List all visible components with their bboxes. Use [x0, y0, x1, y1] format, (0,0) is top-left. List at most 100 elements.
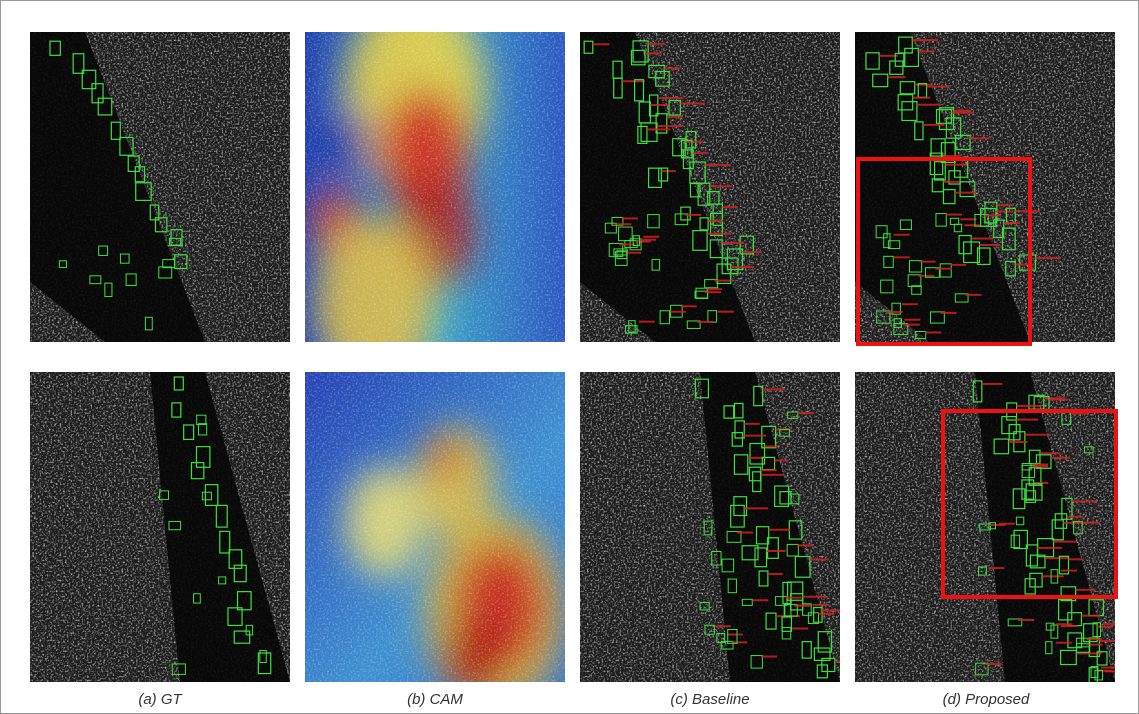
score-mark	[685, 214, 701, 216]
score-mark	[767, 550, 786, 552]
score-mark	[763, 388, 785, 390]
score-mark	[1087, 644, 1103, 646]
score-mark	[786, 597, 802, 599]
score-mark	[742, 435, 765, 437]
score-mark	[1101, 667, 1117, 669]
score-mark	[904, 324, 920, 326]
score-mark	[1017, 405, 1041, 407]
score-mark	[894, 256, 910, 258]
score-mark	[989, 567, 1005, 569]
score-mark	[657, 125, 682, 127]
score-mark	[1025, 434, 1050, 436]
score-mark	[625, 252, 641, 254]
score-mark	[615, 223, 631, 225]
score-mark	[722, 206, 737, 208]
score-mark	[622, 217, 638, 219]
score-mark	[1061, 625, 1077, 627]
score-mark	[1016, 419, 1038, 421]
score-mark	[1076, 589, 1095, 591]
score-mark	[1056, 623, 1072, 625]
score-mark	[1081, 615, 1100, 617]
score-mark	[798, 412, 814, 414]
score-mark	[1032, 465, 1048, 467]
score-mark	[737, 532, 753, 534]
score-mark	[640, 239, 656, 241]
score-mark	[1018, 619, 1034, 621]
score-mark	[918, 50, 934, 52]
score-mark	[658, 97, 684, 99]
score-mark	[918, 275, 934, 277]
score-mark	[697, 321, 713, 323]
score-mark	[708, 220, 723, 222]
score-mark	[670, 311, 686, 313]
score-mark	[1072, 500, 1097, 502]
score-mark	[742, 251, 761, 253]
score-mark	[813, 604, 829, 606]
score-mark	[707, 233, 731, 235]
score-mark	[718, 311, 734, 313]
score-mark	[650, 104, 668, 106]
score-mark	[810, 558, 828, 560]
score-mark	[894, 234, 910, 236]
score-mark	[946, 214, 962, 216]
score-mark	[955, 192, 976, 194]
score-mark	[1086, 638, 1102, 640]
score-mark	[769, 529, 791, 531]
score-mark	[593, 43, 610, 45]
image-panel	[30, 372, 290, 682]
caption: (d) Proposed	[943, 691, 1030, 708]
score-mark	[887, 311, 903, 313]
image-panel	[855, 32, 1115, 342]
score-mark	[744, 423, 760, 425]
score-mark	[986, 663, 1002, 665]
score-mark	[982, 383, 1003, 385]
score-mark	[923, 124, 945, 126]
score-mark	[765, 445, 779, 447]
score-mark	[705, 164, 731, 166]
score-mark	[1097, 626, 1113, 628]
score-mark	[1084, 522, 1100, 524]
texture	[305, 32, 565, 342]
score-mark	[752, 599, 768, 601]
score-mark	[661, 170, 675, 172]
image-panel	[580, 372, 854, 682]
score-mark	[822, 610, 842, 612]
score-mark	[950, 264, 966, 266]
figure: (a) GT (b) CAM (c) Baseline (d) Proposed	[0, 0, 1139, 714]
score-mark	[904, 319, 920, 321]
score-mark	[1051, 457, 1070, 459]
score-mark	[943, 181, 962, 183]
score-mark	[715, 280, 731, 282]
score-mark	[999, 523, 1015, 525]
score-mark	[681, 305, 697, 307]
score-mark	[917, 104, 941, 106]
score-mark	[693, 152, 708, 154]
score-mark	[648, 43, 665, 45]
score-mark	[803, 596, 827, 598]
page: (a) GT (b) CAM (c) Baseline (d) Proposed…	[0, 0, 1139, 714]
score-mark	[927, 86, 950, 88]
score-mark	[965, 294, 981, 296]
image-panel	[305, 0, 565, 386]
score-mark	[818, 613, 834, 615]
score-mark	[792, 627, 808, 629]
score-mark	[667, 116, 683, 118]
score-mark	[731, 266, 754, 268]
score-mark	[940, 312, 956, 314]
score-mark	[1056, 642, 1072, 644]
score-mark	[680, 103, 705, 105]
score-mark	[920, 261, 936, 263]
score-mark	[1015, 210, 1040, 212]
score-mark	[997, 204, 1012, 206]
score-mark	[888, 76, 906, 78]
score-mark	[645, 52, 662, 54]
score-mark	[727, 634, 743, 636]
score-mark	[1045, 557, 1069, 559]
score-mark	[664, 67, 680, 69]
score-mark	[951, 112, 973, 114]
score-mark	[954, 110, 971, 112]
score-mark	[996, 210, 1013, 212]
score-mark	[936, 268, 952, 270]
caption: (b) CAM	[407, 691, 463, 708]
score-mark	[1068, 558, 1082, 560]
